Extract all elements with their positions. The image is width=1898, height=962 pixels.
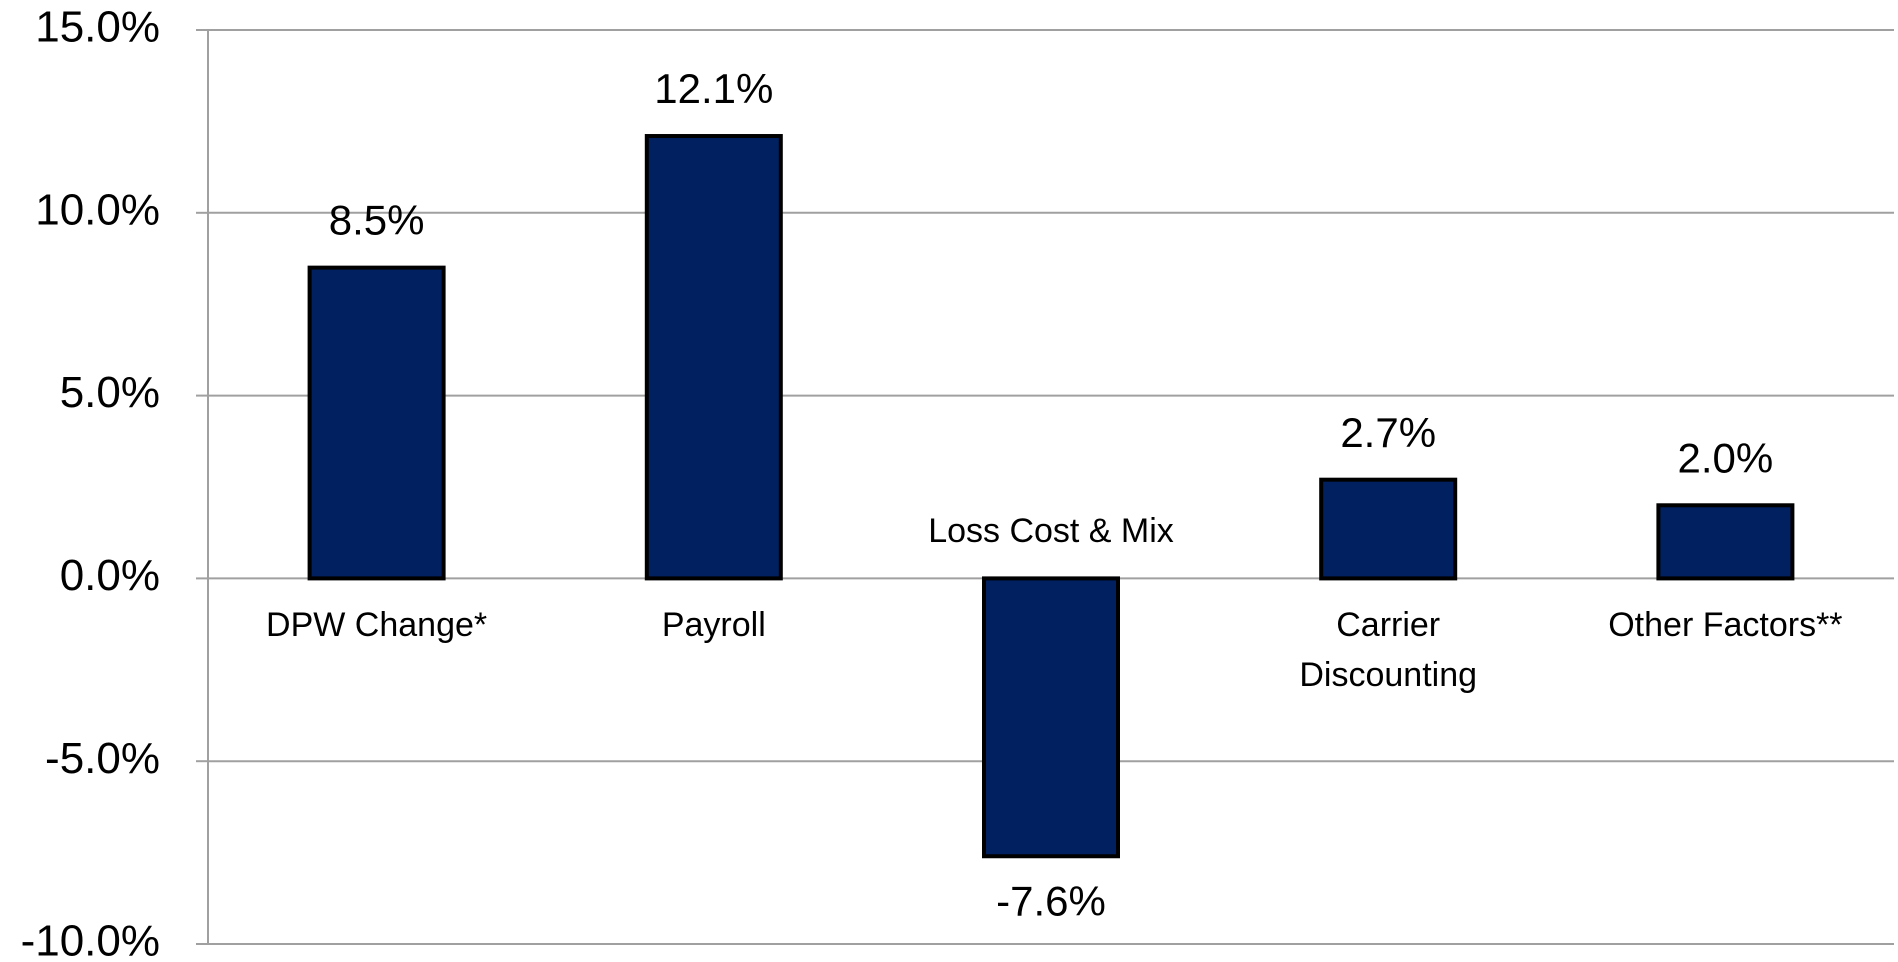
value-label: 2.7% (1340, 409, 1436, 456)
y-tick-label: 10.0% (35, 185, 160, 234)
bar (644, 134, 783, 581)
value-label: 12.1% (654, 65, 773, 112)
y-tick-label: 5.0% (60, 368, 160, 417)
value-label: -7.6% (996, 877, 1106, 924)
y-tick-label: 0.0% (60, 551, 160, 600)
bar (982, 576, 1120, 859)
x-tick-label: Other Factors** (1608, 606, 1843, 645)
y-tick-label: 15.0% (35, 3, 160, 52)
bar (307, 265, 446, 581)
x-tick-label: Carrier Discounting (1299, 606, 1478, 695)
value-label: 2.0% (1678, 434, 1774, 481)
value-label: 8.5% (329, 197, 425, 244)
bar (1319, 477, 1458, 581)
x-tick-label: Payroll (661, 606, 766, 645)
y-tick-label: -5.0% (45, 734, 160, 783)
bar (1656, 503, 1795, 581)
x-tick-label: DPW Change* (266, 606, 488, 645)
x-tick-label: Loss Cost & Mix (928, 512, 1174, 551)
y-tick-label: -10.0% (21, 917, 160, 962)
